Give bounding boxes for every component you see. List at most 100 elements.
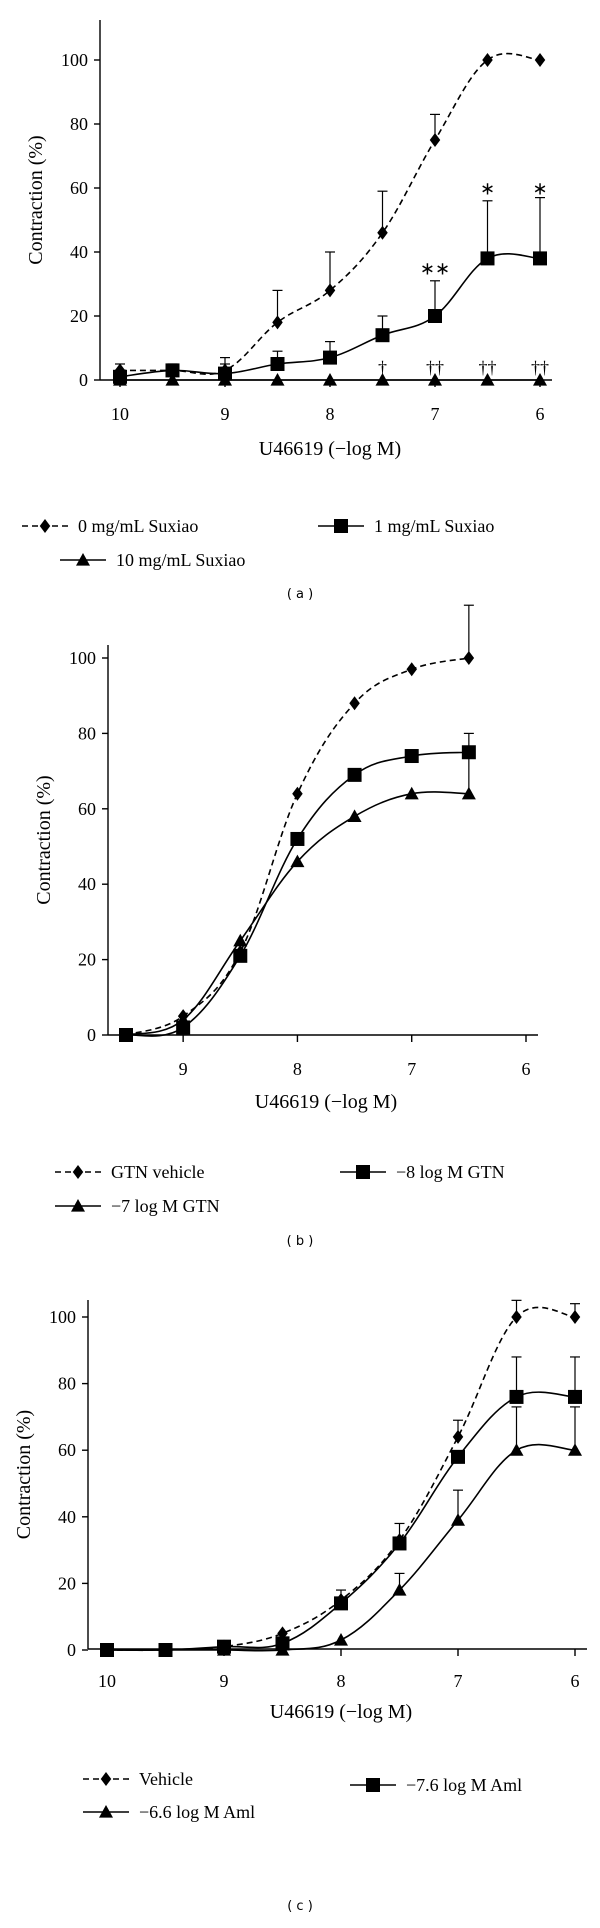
data-point-square	[375, 328, 390, 343]
legend-label: −8 log M GTN	[396, 1162, 505, 1182]
series-line	[125, 657, 470, 1036]
data-point-diamond	[463, 651, 475, 665]
y-axis-label: Contraction (%)	[13, 1410, 35, 1539]
data-point-diamond	[272, 315, 283, 330]
data-point-triangle	[119, 1028, 133, 1041]
y-tick-label: 60	[70, 178, 88, 198]
series-line	[120, 52, 541, 375]
significance-annotation: ∗	[532, 178, 547, 198]
x-axis-label: U46619 (−log M)	[259, 438, 401, 460]
legend-entry-0: Vehicle	[83, 1769, 193, 1789]
y-tick-label: 40	[58, 1507, 76, 1527]
y-tick-label: 40	[78, 874, 96, 894]
data-point-triangle	[290, 854, 305, 868]
series-1	[100, 1356, 582, 1657]
significance-annotation: ††	[531, 358, 549, 378]
y-tick-label: 20	[70, 306, 88, 326]
data-point-square	[290, 831, 305, 846]
y-tick-label: 100	[69, 648, 96, 668]
data-point-triangle	[533, 373, 547, 386]
data-point-triangle	[334, 1633, 348, 1646]
series-2	[119, 755, 476, 1041]
chart-panel-1: 0 20 40 60 80 100 9 8 7 6 Contraction (%) U46619 (−…	[33, 604, 538, 1249]
legend-marker-triangle	[99, 1805, 113, 1818]
x-tick-label: 6	[536, 404, 545, 424]
data-point-triangle	[176, 1012, 191, 1026]
data-point-triangle	[509, 1443, 524, 1456]
legend-entry-1: −7.6 log M Aml	[350, 1775, 522, 1795]
legend-marker-triangle	[76, 553, 90, 566]
x-tick-label: 7	[431, 404, 440, 424]
y-axis-label: Contraction (%)	[25, 135, 47, 264]
data-point-triangle	[404, 786, 419, 800]
data-point-diamond	[349, 696, 360, 711]
legend-marker-diamond	[72, 1165, 84, 1179]
x-tick-label: 8	[293, 1059, 302, 1079]
data-point-triangle	[375, 373, 390, 386]
data-point-diamond	[534, 53, 546, 67]
legend-label: −6.6 log M Aml	[139, 1802, 255, 1822]
data-point-square	[404, 749, 419, 764]
legend-label: Vehicle	[139, 1769, 193, 1789]
x-tick-label: 9	[220, 1671, 229, 1691]
data-point-triangle	[165, 373, 180, 386]
legend-label: 1 mg/mL Suxiao	[374, 516, 494, 536]
series-2	[113, 373, 547, 386]
data-point-square	[568, 1389, 582, 1404]
legend-entry-1: −8 log M GTN	[340, 1162, 505, 1182]
series-2	[100, 1406, 582, 1656]
x-tick-label: 10	[111, 404, 129, 424]
x-tick-label: 9	[179, 1059, 188, 1079]
legend-entry-2: −6.6 log M Aml	[83, 1802, 255, 1822]
panel-label: ( a )	[287, 587, 313, 602]
data-point-square	[428, 309, 442, 323]
series-line	[125, 791, 469, 1036]
series-0	[114, 52, 546, 378]
data-point-square	[323, 350, 337, 365]
y-tick-label: 60	[78, 799, 96, 819]
data-point-triangle	[233, 933, 248, 947]
data-point-triangle	[461, 786, 476, 800]
series-line	[106, 1306, 576, 1652]
data-point-square	[533, 251, 547, 266]
significance-annotation: ∗∗	[420, 258, 450, 278]
data-point-diamond	[569, 1310, 581, 1324]
data-point-triangle	[392, 1583, 407, 1596]
significance-annotation: †	[378, 358, 387, 378]
data-point-triangle	[347, 809, 362, 822]
data-point-square	[347, 767, 362, 782]
y-tick-label: 0	[79, 370, 88, 390]
legend-label: GTN vehicle	[111, 1162, 204, 1182]
data-point-diamond	[511, 1310, 522, 1324]
data-point-triangle	[428, 373, 442, 386]
y-tick-label: 0	[87, 1025, 96, 1045]
significance-annotation: ††	[479, 358, 497, 378]
data-point-square	[392, 1536, 407, 1551]
series-1	[119, 732, 476, 1042]
x-tick-label: 8	[326, 404, 335, 424]
series-line	[107, 1443, 576, 1652]
legend-marker-square	[366, 1778, 380, 1792]
x-tick-label: 9	[221, 404, 230, 424]
legend-marker-diamond	[100, 1772, 112, 1786]
data-point-triangle	[270, 373, 285, 386]
x-tick-label: 6	[571, 1671, 580, 1691]
x-axis-label: U46619 (−log M)	[255, 1091, 397, 1113]
x-tick-label: 7	[407, 1059, 416, 1079]
data-point-diamond	[377, 225, 388, 240]
legend-marker-diamond	[39, 519, 51, 533]
y-tick-label: 20	[58, 1573, 76, 1593]
data-point-triangle	[480, 373, 495, 386]
data-point-diamond	[429, 133, 441, 147]
data-point-square	[451, 1449, 465, 1464]
panel-label: ( c )	[287, 1899, 313, 1914]
data-point-square	[509, 1389, 524, 1404]
y-tick-label: 80	[58, 1374, 76, 1394]
legend-entry-2: 10 mg/mL Suxiao	[60, 550, 245, 570]
y-tick-label: 100	[49, 1307, 76, 1327]
chart-panel-0: 0 20 40 60 80 100 10 9 8 7 6 Contraction (%) U46619 …	[22, 20, 552, 602]
x-tick-label: 7	[454, 1671, 463, 1691]
series-line	[106, 1391, 576, 1652]
